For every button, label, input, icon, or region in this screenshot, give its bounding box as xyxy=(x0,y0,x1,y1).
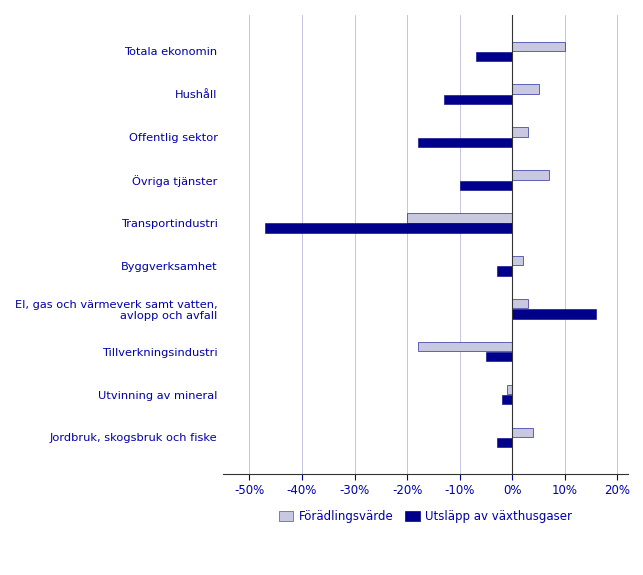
Bar xyxy=(512,127,528,137)
Bar xyxy=(265,224,512,233)
Bar xyxy=(418,137,512,147)
Bar xyxy=(418,342,512,351)
Bar xyxy=(460,181,512,190)
Bar xyxy=(444,95,512,104)
Bar xyxy=(512,428,533,437)
Bar xyxy=(512,170,549,179)
Bar xyxy=(512,299,528,308)
Bar xyxy=(512,256,523,266)
Bar xyxy=(496,438,512,447)
Bar xyxy=(512,309,597,319)
Legend: Förädlingsvärde, Utsläpp av växthusgaser: Förädlingsvärde, Utsläpp av växthusgaser xyxy=(274,505,577,528)
Bar xyxy=(476,52,512,62)
Bar xyxy=(502,395,512,404)
Bar xyxy=(507,385,512,394)
Bar xyxy=(512,41,565,51)
Bar xyxy=(407,213,512,223)
Bar xyxy=(512,85,539,94)
Bar xyxy=(496,266,512,276)
Bar xyxy=(486,352,512,362)
